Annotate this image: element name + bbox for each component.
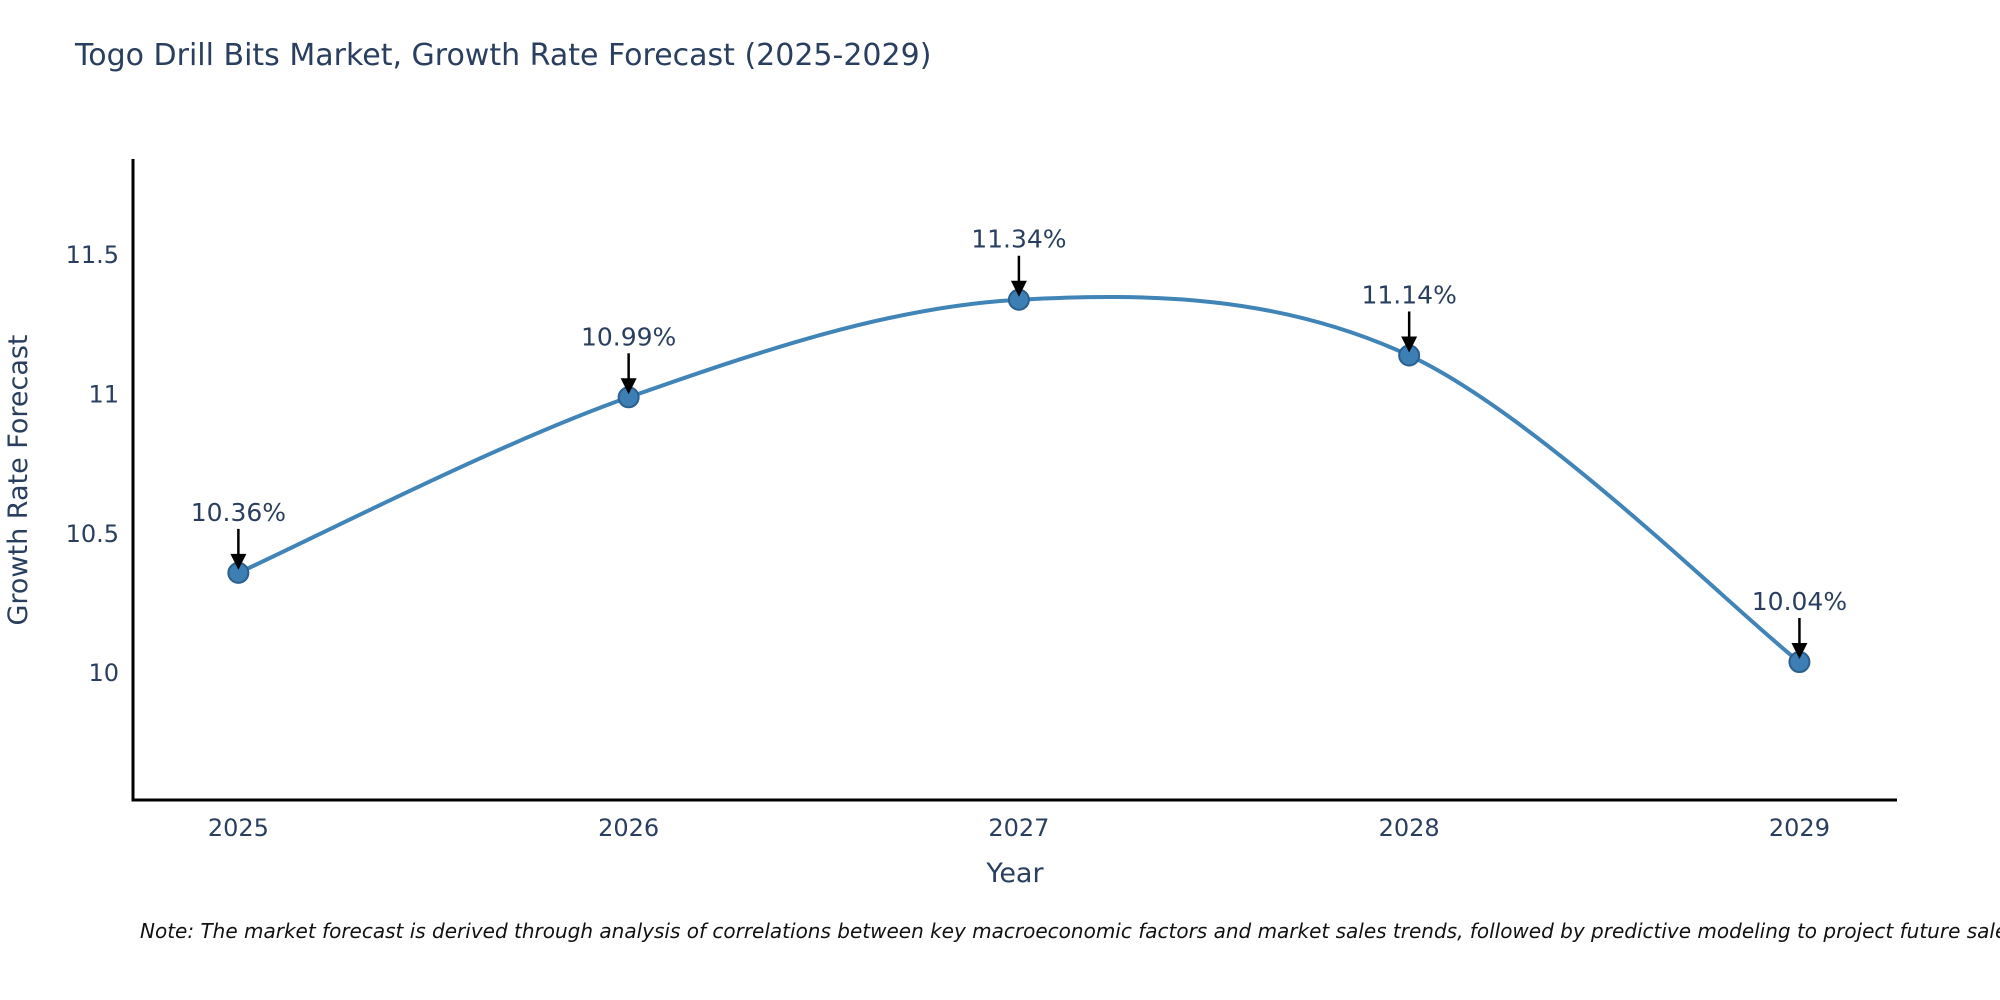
annotation-arrowhead: [1791, 643, 1808, 660]
footnote: Note: The market forecast is derived thr…: [140, 919, 2000, 943]
y-tick-label: 10.5: [66, 520, 119, 548]
x-tick-label: 2025: [208, 814, 269, 842]
x-tick-label: 2029: [1769, 814, 1830, 842]
x-tick-label: 2027: [988, 814, 1049, 842]
x-tick-label: 2028: [1379, 814, 1440, 842]
data-label: 10.04%: [1752, 587, 1847, 616]
forecast-line: [236, 295, 1802, 665]
x-tick-label: 2026: [598, 814, 659, 842]
annotation-arrowhead: [1010, 280, 1027, 297]
data-label: 11.14%: [1362, 280, 1457, 309]
annotation-arrowhead: [620, 378, 637, 395]
chart-title: Togo Drill Bits Market, Growth Rate Fore…: [75, 38, 932, 73]
y-tick-label: 10: [88, 659, 119, 687]
data-label: 10.36%: [191, 498, 286, 527]
data-label: 10.99%: [581, 322, 676, 351]
y-tick-label: 11.5: [66, 241, 119, 269]
annotation-arrowhead: [1401, 336, 1418, 353]
y-tick-label: 11: [88, 380, 119, 408]
data-label: 11.34%: [971, 225, 1066, 254]
annotation-arrowhead: [230, 553, 247, 570]
x-axis-title: Year: [985, 858, 1044, 889]
y-axis-title: Growth Rate Forecast: [3, 334, 34, 625]
